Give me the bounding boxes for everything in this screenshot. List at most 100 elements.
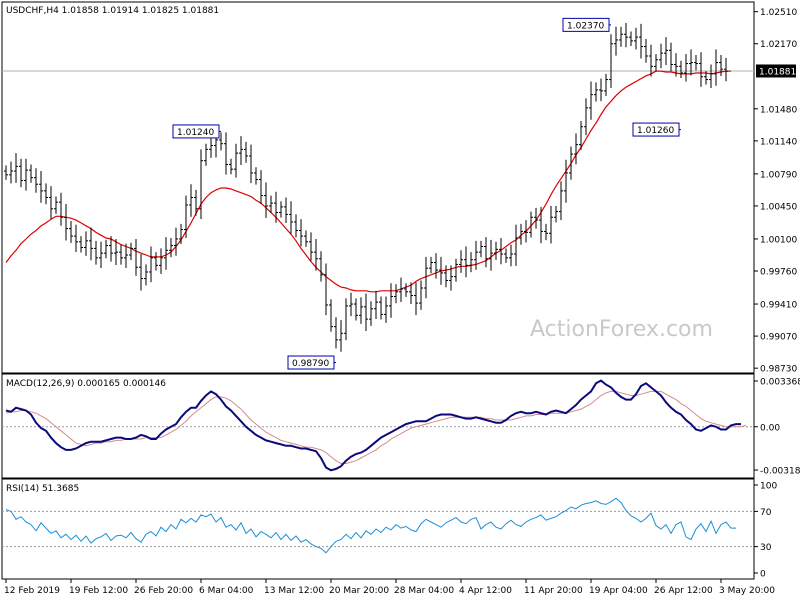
- price-bar: [39, 171, 43, 203]
- price-bar: [54, 196, 58, 214]
- price-bar: [709, 64, 713, 89]
- macd-panel-frame: [1, 373, 755, 479]
- price-bar: [484, 237, 488, 268]
- price-header: USDCHF,H4 1.01858 1.01914 1.01825 1.0188…: [6, 6, 219, 16]
- price-bar: [439, 256, 443, 285]
- price-bar: [394, 284, 398, 304]
- price-bar: [464, 246, 468, 278]
- macd-main-line: [5, 379, 741, 472]
- price-bar: [574, 133, 578, 165]
- price-bar: [244, 141, 248, 163]
- price-bar: [304, 230, 308, 247]
- price-bar: [204, 143, 208, 166]
- price-callout: 0.98790: [287, 355, 336, 370]
- price-panel: ActionForex.com 1.01240 0.98790 1.02370 1.0…: [1, 1, 797, 375]
- price-tick-label: 1.00450: [760, 202, 797, 212]
- price-bar: [364, 293, 368, 332]
- price-bar: [194, 189, 198, 216]
- price-tick-label: 0.99410: [760, 301, 797, 311]
- price-bar: [534, 207, 538, 229]
- price-tick-label: 1.01480: [760, 105, 797, 115]
- time-tick-label: 20 Mar 20:00: [329, 586, 389, 596]
- price-tick-label: 1.00100: [760, 235, 797, 245]
- price-callout-label: 1.02370: [567, 21, 604, 31]
- price-bar: [689, 49, 693, 76]
- price-bar: [629, 31, 633, 46]
- price-bar: [474, 240, 478, 270]
- price-bar: [444, 265, 448, 288]
- price-bar: [19, 158, 23, 188]
- price-bar: [174, 227, 178, 256]
- macd-tick-label: -0.003181: [760, 467, 800, 477]
- price-bar: [229, 158, 233, 175]
- macd-tick-label: 0.00: [760, 423, 780, 433]
- price-bar: [334, 317, 338, 349]
- price-bar: [74, 224, 78, 252]
- x-axis: 12 Feb 2019 19 Feb 12:00 26 Feb 20:00 6 Mar…: [4, 579, 775, 596]
- price-bar: [359, 297, 363, 324]
- watermark: ActionForex.com: [530, 317, 713, 342]
- price-bar: [584, 98, 588, 136]
- price-bar: [599, 78, 603, 102]
- price-bar: [199, 149, 203, 219]
- price-bar: [24, 158, 28, 191]
- time-tick-label: 4 Apr 12:00: [459, 586, 512, 596]
- price-tick-label: 1.00790: [760, 170, 797, 180]
- price-bar: [99, 241, 103, 269]
- price-tick-label: 0.98730: [760, 365, 797, 375]
- price-bar: [314, 238, 318, 271]
- price-bar: [29, 164, 33, 183]
- price-bar: [499, 238, 503, 265]
- price-panel-frame: [1, 1, 755, 374]
- current-price-label: 1.01881: [759, 67, 796, 77]
- time-tick-label: 28 Mar 04:00: [394, 586, 454, 596]
- price-bar: [719, 55, 723, 76]
- price-bar: [139, 254, 143, 291]
- price-bar: [694, 55, 698, 71]
- price-bar: [644, 39, 648, 63]
- price-bar: [419, 280, 423, 310]
- price-tick-label: 0.99760: [760, 268, 797, 278]
- price-bar: [179, 223, 183, 245]
- price-bar: [714, 49, 718, 86]
- price-bar: [579, 121, 583, 150]
- price-bar: [144, 264, 148, 286]
- rsi-line: [5, 497, 736, 554]
- price-bar: [69, 221, 73, 243]
- price-callout-label: 0.98790: [292, 359, 329, 369]
- price-callout: 1.01240: [172, 124, 221, 139]
- time-tick-label: 6 Mar 04:00: [199, 586, 254, 596]
- price-bar: [604, 73, 608, 96]
- price-bar: [424, 256, 428, 299]
- price-bar: [454, 258, 458, 282]
- price-bar: [149, 246, 153, 283]
- price-bar: [459, 250, 463, 273]
- price-bar: [129, 242, 133, 261]
- price-bar: [539, 206, 543, 244]
- price-bar: [514, 224, 518, 266]
- price-bar: [379, 296, 383, 320]
- price-bar: [254, 167, 258, 185]
- price-bar: [704, 71, 708, 85]
- price-bar: [674, 53, 678, 77]
- price-bar: [169, 238, 173, 258]
- price-bar: [189, 184, 193, 217]
- price-bar: [354, 298, 358, 321]
- time-tick-label: 13 Mar 12:00: [264, 586, 324, 596]
- price-bar: [349, 292, 353, 317]
- price-bar: [224, 132, 228, 175]
- price-callout-label: 1.01260: [637, 126, 674, 136]
- macd-panel: MACD(12,26,9) 0.000165 0.000146 0.003368…: [1, 373, 800, 479]
- price-bar: [114, 238, 118, 265]
- price-bar: [64, 204, 68, 241]
- price-bar: [669, 42, 673, 72]
- rsi-panel-frame: [1, 478, 755, 580]
- price-bar: [59, 192, 63, 226]
- time-tick-label: 11 Apr 20:00: [524, 586, 583, 596]
- price-bar: [659, 43, 663, 69]
- price-bar: [479, 240, 483, 258]
- price-bar: [319, 251, 323, 282]
- price-callout: 1.01260: [632, 122, 681, 137]
- price-bar: [279, 201, 283, 218]
